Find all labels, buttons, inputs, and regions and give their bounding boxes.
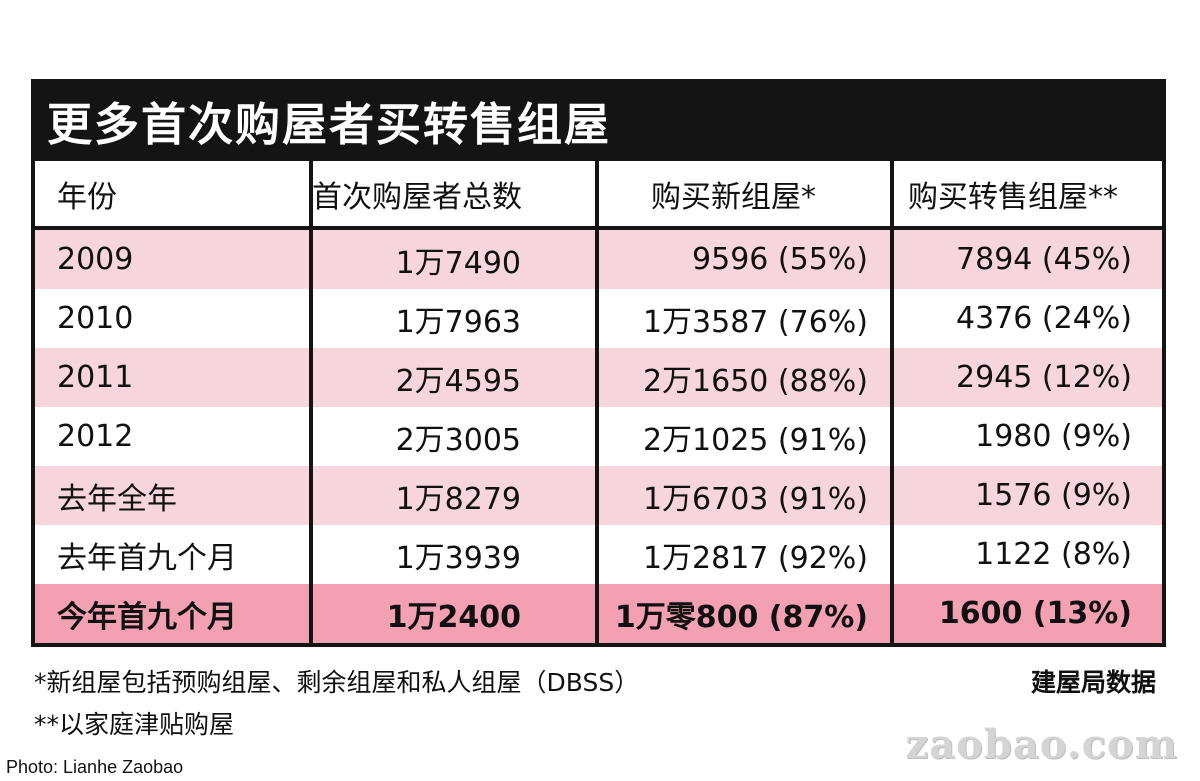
table-row-new: 1万2817 (92%) [595, 525, 890, 584]
table-row-new: 1万3587 (76%) [595, 289, 890, 348]
table-row-resale: 4376 (24%) [890, 289, 1162, 348]
footnote-resale-grant: **以家庭津贴购屋 [34, 710, 235, 739]
table-row-resale: 2945 (12%) [890, 348, 1162, 407]
data-source: 建屋局数据 [1030, 668, 1156, 697]
table-row-new: 2万1025 (91%) [595, 407, 890, 466]
table-row-total: 1万7490 [309, 230, 595, 289]
page-title: 更多首次购屋者买转售组屋 [47, 97, 612, 151]
table-row-resale: 7894 (45%) [890, 230, 1162, 289]
table-row-year: 今年首九个月 [35, 584, 309, 643]
table-panel: 更多首次购屋者买转售组屋 年份 首次购屋者总数 购买新组屋* 购买转售组屋** … [31, 79, 1166, 647]
photo-credit: Photo: Lianhe Zaobao [6, 757, 184, 777]
table-row-total: 1万2400 [309, 584, 595, 643]
table-row-total: 1万3939 [309, 525, 595, 584]
table-row-year: 2009 [35, 230, 309, 289]
table-row-year: 2011 [35, 348, 309, 407]
header-resale-flats: 购买转售组屋** [890, 161, 1162, 230]
table-row-new: 2万1650 (88%) [595, 348, 890, 407]
table-row-total: 2万3005 [309, 407, 595, 466]
header-year: 年份 [35, 161, 309, 230]
table-row-total: 1万8279 [309, 466, 595, 525]
watermark-logo: zaobao.com [905, 721, 1178, 768]
table-row-new: 9596 (55%) [595, 230, 890, 289]
table-row-year: 2010 [35, 289, 309, 348]
table-row-year: 2012 [35, 407, 309, 466]
footnote-new-flats: *新组屋包括预购组屋、剩余组屋和私人组屋（DBSS） [34, 668, 640, 697]
table-row-total: 1万7963 [309, 289, 595, 348]
table-row-resale: 1122 (8%) [890, 525, 1162, 584]
table-row-year: 去年首九个月 [35, 525, 309, 584]
data-table: 年份 首次购屋者总数 购买新组屋* 购买转售组屋** 2009 1万7490 9… [35, 161, 1162, 643]
header-new-flats: 购买新组屋* [595, 161, 890, 230]
table-row-new: 1万6703 (91%) [595, 466, 890, 525]
title-bar: 更多首次购屋者买转售组屋 [31, 79, 1166, 161]
table-row-total: 2万4595 [309, 348, 595, 407]
table-row-new: 1万零800 (87%) [595, 584, 890, 643]
table-row-resale: 1576 (9%) [890, 466, 1162, 525]
table-row-year: 去年全年 [35, 466, 309, 525]
header-total-first-buyers: 首次购屋者总数 [309, 161, 595, 230]
table-row-resale: 1600 (13%) [890, 584, 1162, 643]
table-row-resale: 1980 (9%) [890, 407, 1162, 466]
